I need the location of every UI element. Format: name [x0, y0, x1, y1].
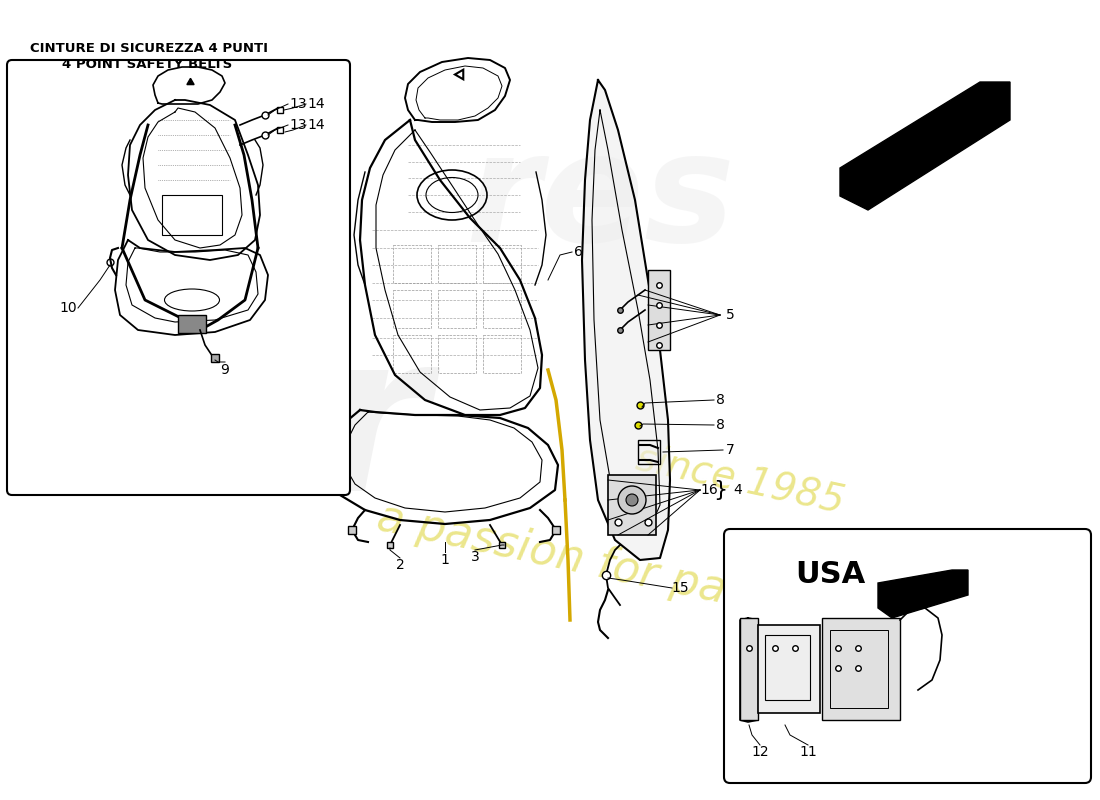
Text: 9: 9	[221, 363, 230, 377]
Text: eur: eur	[11, 323, 429, 537]
Bar	[758, 625, 820, 713]
Circle shape	[618, 486, 646, 514]
Text: 16: 16	[700, 483, 717, 497]
FancyBboxPatch shape	[724, 529, 1091, 783]
Text: USA: USA	[795, 560, 865, 589]
Text: 8: 8	[716, 418, 725, 432]
Text: CINTURE DI SICUREZZA 4 PUNTI: CINTURE DI SICUREZZA 4 PUNTI	[30, 42, 268, 55]
Text: }: }	[713, 480, 727, 500]
Text: 4 POINT SAFETY BELTS: 4 POINT SAFETY BELTS	[62, 58, 232, 71]
Bar	[393, 290, 431, 328]
Text: 13: 13	[289, 118, 307, 132]
Text: 15: 15	[671, 581, 689, 595]
Bar	[822, 618, 900, 720]
Text: 14: 14	[307, 118, 324, 132]
Text: 4: 4	[734, 483, 742, 497]
Bar	[483, 245, 521, 283]
Polygon shape	[840, 82, 1010, 210]
Bar	[608, 475, 656, 535]
Text: 5: 5	[726, 308, 735, 322]
Text: a passion for parts: a passion for parts	[373, 496, 788, 624]
Text: res: res	[465, 126, 735, 274]
Text: 12: 12	[751, 745, 769, 759]
Text: 11: 11	[799, 745, 817, 759]
Text: 8: 8	[716, 393, 725, 407]
Text: 6: 6	[573, 245, 582, 259]
Text: 7: 7	[726, 443, 735, 457]
Bar	[438, 245, 476, 283]
Text: 14: 14	[307, 97, 324, 111]
Bar	[438, 290, 476, 328]
Text: 10: 10	[59, 301, 77, 315]
Bar	[648, 270, 670, 350]
Polygon shape	[582, 80, 670, 560]
Text: 1: 1	[441, 553, 450, 567]
Bar	[740, 618, 758, 720]
Bar	[162, 195, 222, 235]
Circle shape	[626, 494, 638, 506]
FancyBboxPatch shape	[7, 60, 350, 495]
Bar	[638, 440, 660, 464]
Text: 3: 3	[471, 550, 480, 564]
Text: since 1985: since 1985	[632, 439, 848, 521]
Text: 13: 13	[289, 97, 307, 111]
Bar	[178, 315, 206, 333]
Bar	[438, 335, 476, 373]
Bar	[483, 335, 521, 373]
Bar	[483, 290, 521, 328]
Bar	[764, 635, 810, 700]
Bar	[393, 335, 431, 373]
Text: 2: 2	[396, 558, 405, 572]
Polygon shape	[878, 570, 968, 618]
Bar	[830, 630, 888, 708]
Bar	[393, 245, 431, 283]
